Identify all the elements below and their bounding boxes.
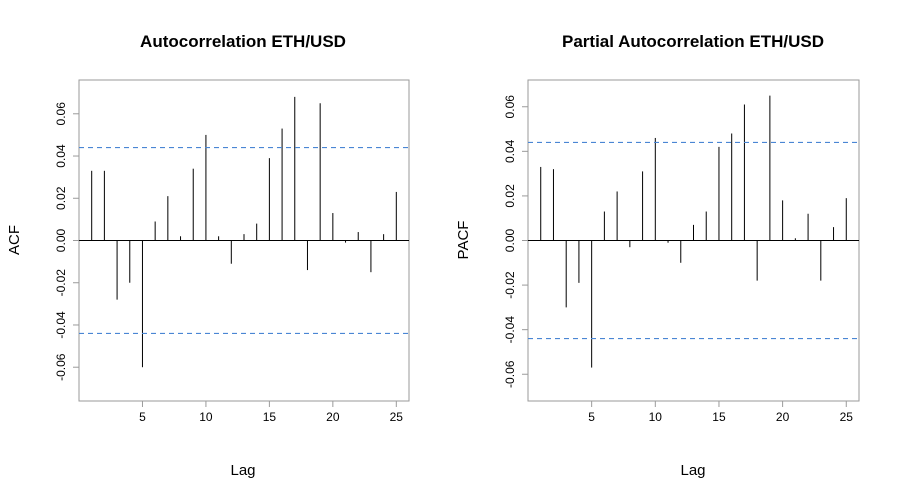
acf-x-axis-label: Lag — [230, 462, 255, 479]
acf-title: Autocorrelation ETH/USD — [140, 32, 346, 51]
acf-y-tick-label: 0.04 — [54, 144, 68, 168]
acf-confidence-bounds — [79, 146, 409, 335]
acf-x-tick-label: 15 — [263, 410, 277, 424]
pacf-bars — [528, 95, 859, 368]
acf-y-ticks: -0.06 -0.04 -0.02 0.00 0.02 0.04 0.06 — [54, 102, 79, 381]
pacf-x-tick-label: 20 — [776, 410, 790, 424]
acf-y-axis-label: ACF — [6, 225, 23, 255]
acf-x-ticks: 5 10 15 20 25 — [139, 401, 403, 424]
acf-y-tick-label: 0.02 — [54, 186, 68, 210]
pacf-y-tick-label: -0.06 — [503, 360, 517, 388]
pacf-y-tick-label: 0.02 — [503, 184, 517, 208]
pacf-y-axis-label: PACF — [455, 221, 472, 260]
pacf-y-ticks: -0.06 -0.04 -0.02 0.00 0.02 0.04 0.06 — [503, 95, 528, 388]
pacf-x-tick-label: 25 — [840, 410, 854, 424]
acf-panel: Autocorrelation ETH/USD Lag ACF 5 10 15 20 2… — [6, 32, 410, 479]
pacf-x-axis-label: Lag — [680, 462, 705, 479]
pacf-y-tick-label: 0.00 — [503, 228, 517, 252]
pacf-title: Partial Autocorrelation ETH/USD — [562, 32, 824, 51]
acf-y-tick-label: -0.06 — [54, 353, 68, 381]
pacf-x-tick-label: 15 — [712, 410, 726, 424]
pacf-y-tick-label: -0.02 — [503, 271, 517, 299]
pacf-x-tick-label: 5 — [588, 410, 595, 424]
acf-y-tick-label: -0.02 — [54, 269, 68, 297]
acf-bars — [79, 96, 409, 368]
pacf-confidence-bounds — [528, 141, 859, 340]
pacf-y-tick-label: -0.04 — [503, 316, 517, 344]
pacf-x-tick-label: 10 — [649, 410, 663, 424]
acf-x-tick-label: 10 — [199, 410, 213, 424]
acf-y-tick-label: 0.06 — [54, 102, 68, 126]
pacf-x-ticks: 5 10 15 20 25 — [588, 401, 853, 424]
pacf-y-tick-label: 0.06 — [503, 95, 517, 119]
acf-x-tick-label: 20 — [326, 410, 340, 424]
acf-x-tick-label: 25 — [390, 410, 404, 424]
acf-x-tick-label: 5 — [139, 410, 146, 424]
acf-y-tick-label: -0.04 — [54, 311, 68, 339]
pacf-panel: Partial Autocorrelation ETH/USD Lag PACF… — [455, 32, 860, 479]
acf-y-tick-label: 0.00 — [54, 228, 68, 252]
pacf-y-tick-label: 0.04 — [503, 139, 517, 163]
